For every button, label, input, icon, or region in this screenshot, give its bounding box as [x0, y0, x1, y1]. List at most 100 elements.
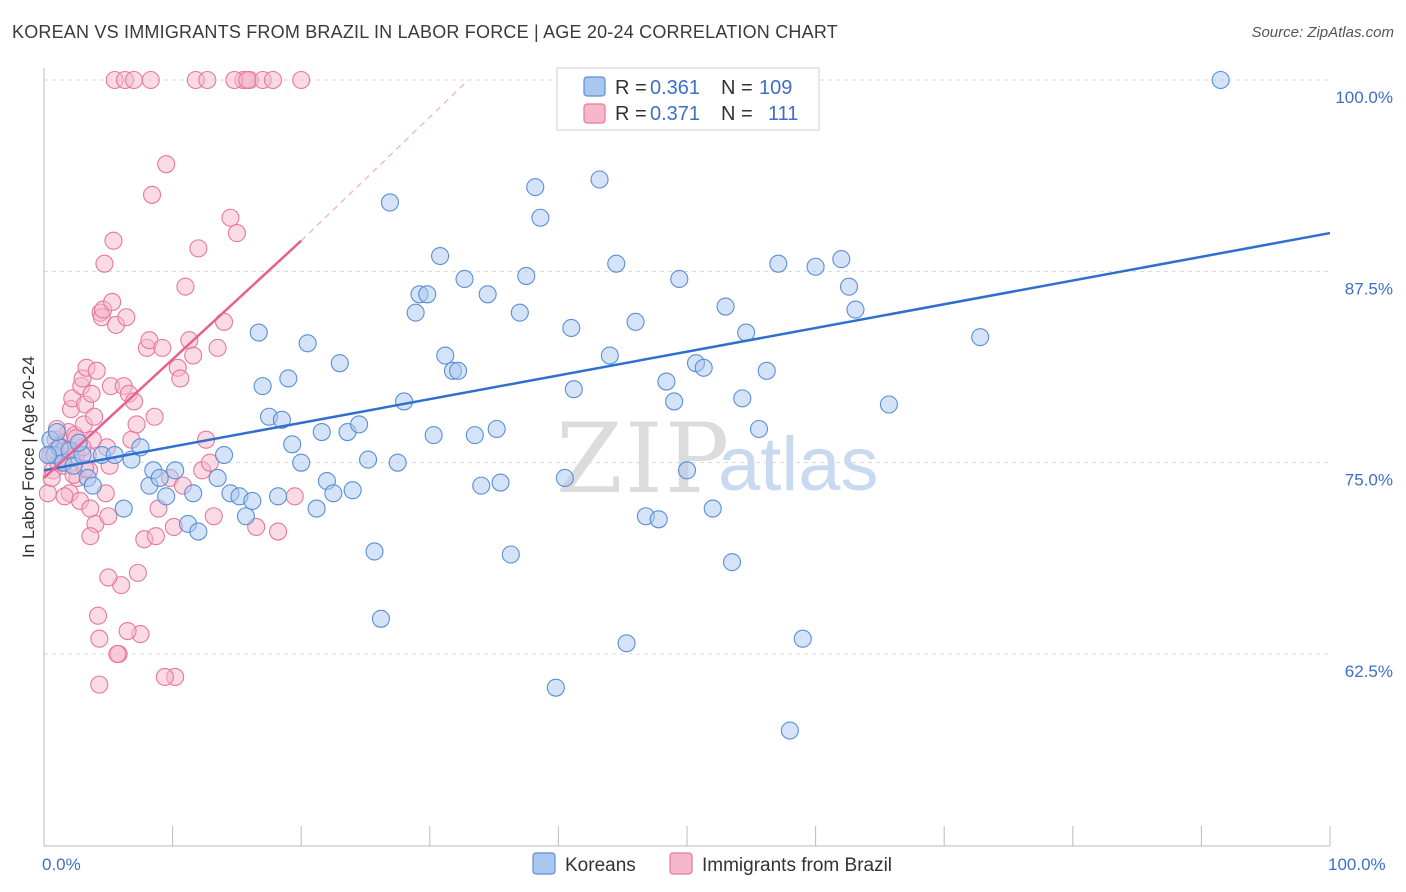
bottom-legend-koreans: Koreans: [565, 855, 636, 876]
legend-r-value-2: 0.371: [650, 103, 700, 125]
bottom-legend-brazil: Immigrants from Brazil: [702, 855, 892, 876]
bottom-legend-swatch-brazil: [669, 852, 693, 875]
brazil-point-75: [227, 224, 246, 243]
series-koreans-points: [38, 70, 1230, 740]
x-ticks: [172, 826, 1331, 846]
koreans-point-16: [150, 468, 169, 488]
brazil-point-41: [104, 231, 123, 250]
watermark: ZIP atlas: [556, 403, 879, 515]
koreans-point-97: [780, 721, 799, 740]
koreans-point-28: [249, 323, 268, 342]
koreans-point-71: [555, 468, 574, 488]
brazil-point-100: [118, 621, 137, 641]
brazil-point-88: [263, 70, 282, 90]
watermark-zip: ZIP: [556, 403, 731, 515]
koreans-point-105: [1211, 70, 1230, 90]
koreans-point-64: [491, 473, 510, 492]
koreans-point-96: [769, 254, 788, 273]
koreans-point-8: [83, 476, 102, 495]
koreans-point-50: [395, 392, 414, 411]
koreans-point-98: [793, 629, 812, 648]
koreans-point-94: [749, 419, 769, 439]
trend-lines: [43, 79, 1331, 479]
legend-swatch-koreans: [583, 76, 606, 97]
koreans-point-45: [359, 450, 378, 469]
koreans-point-54: [424, 426, 443, 445]
brazil-point-63: [171, 369, 190, 388]
koreans-point-82: [649, 510, 668, 529]
koreans-point-23: [214, 445, 234, 465]
brazil-point-72: [208, 338, 227, 357]
trend-line-koreans: [43, 231, 1331, 472]
trend-line-brazil-extension: [300, 79, 469, 242]
brazil-point-28: [87, 361, 106, 380]
koreans-point-108: [69, 433, 88, 452]
brazil-point-99: [108, 644, 127, 664]
x-label-left: 0.0%: [42, 855, 81, 874]
koreans-point-37: [307, 499, 326, 518]
brazil-point-103: [155, 667, 174, 687]
brazil-point-98: [99, 568, 118, 587]
koreans-point-40: [324, 484, 343, 503]
koreans-point-43: [343, 481, 362, 500]
koreans-point-86: [677, 461, 697, 480]
y-tick-label-75: 75.0%: [1345, 471, 1393, 490]
koreans-point-31: [269, 487, 288, 506]
koreans-point-84: [665, 392, 684, 411]
koreans-point-88: [694, 358, 713, 377]
brazil-point-90: [285, 487, 304, 506]
koreans-point-60: [465, 426, 484, 445]
koreans-point-20: [184, 484, 203, 503]
chart-title: KOREAN VS IMMIGRANTS FROM BRAZIL IN LABO…: [12, 22, 838, 42]
brazil-point-89: [269, 522, 288, 541]
koreans-point-69: [531, 208, 550, 227]
koreans-point-35: [292, 453, 311, 472]
y-tick-labels: 62.5% 75.0% 87.5% 100.0%: [1335, 88, 1393, 681]
koreans-point-53: [418, 285, 437, 304]
koreans-point-79: [617, 634, 636, 653]
koreans-point-106: [38, 445, 57, 465]
brazil-point-101: [128, 563, 147, 582]
brazil-point-97: [90, 675, 109, 694]
brazil-point-40: [103, 292, 122, 311]
bottom-legend-swatch-koreans: [532, 852, 556, 875]
koreans-point-38: [312, 423, 331, 442]
brazil-point-71: [204, 507, 223, 526]
brazil-point-26: [85, 407, 104, 426]
brazil-point-46: [117, 308, 136, 327]
koreans-point-76: [590, 170, 609, 189]
brazil-point-55: [142, 185, 162, 204]
koreans-point-32: [272, 410, 291, 429]
brazil-point-37: [99, 507, 118, 526]
legend-n-value-2: 111: [768, 103, 798, 125]
koreans-point-48: [380, 193, 399, 212]
legend-r-value-1: 0.361: [650, 77, 700, 99]
koreans-point-18: [166, 461, 185, 480]
koreans-point-104: [971, 328, 990, 347]
koreans-point-90: [716, 297, 735, 316]
brazil-point-24: [82, 384, 101, 403]
brazil-point-34: [95, 254, 114, 273]
legend-r-label-1: R =: [615, 77, 647, 99]
koreans-point-49: [388, 453, 407, 472]
koreans-point-70: [546, 678, 565, 697]
brazil-point-74: [221, 208, 240, 227]
koreans-point-102: [846, 300, 865, 319]
koreans-point-72: [562, 318, 581, 338]
brazil-point-23: [81, 499, 100, 518]
legend-n-label-2: N =: [721, 103, 753, 125]
koreans-point-100: [832, 250, 851, 269]
koreans-point-58: [449, 361, 468, 380]
koreans-point-91: [722, 553, 742, 572]
brazil-point-96: [81, 527, 100, 546]
koreans-point-80: [626, 312, 645, 331]
brazil-point-64: [176, 277, 195, 296]
koreans-point-83: [657, 372, 676, 391]
brazil-point-50: [127, 415, 146, 434]
brazil-point-93: [55, 487, 74, 506]
stats-legend: R = 0.361 N = 109 R = 0.371 N = 111: [556, 67, 820, 131]
legend-r-label-2: R =: [615, 103, 647, 125]
koreans-point-34: [283, 435, 302, 454]
koreans-point-46: [365, 542, 384, 561]
koreans-point-55: [431, 246, 450, 266]
